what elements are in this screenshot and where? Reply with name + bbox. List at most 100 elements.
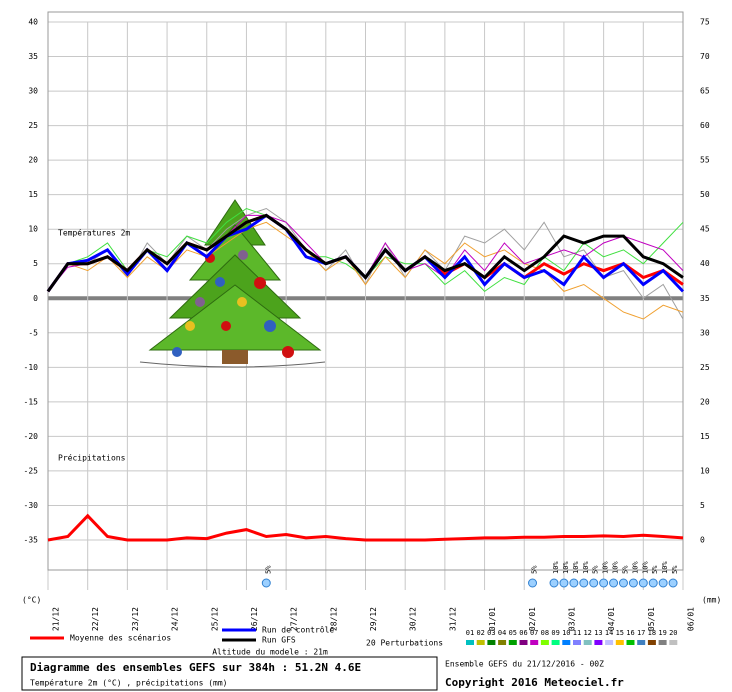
snow-icon: [599, 578, 609, 588]
x-tick-label: 30/12: [409, 607, 418, 631]
x-tick-label: 21/12: [52, 607, 61, 631]
snow-percent: 5%: [621, 565, 629, 574]
perturbation-number: 12: [583, 629, 591, 637]
perturbation-number: 18: [648, 629, 656, 637]
perturbation-number: 03: [487, 629, 495, 637]
perturbation-number: 14: [605, 629, 613, 637]
perturbation-number: 05: [509, 629, 517, 637]
snow-icon: [618, 578, 628, 588]
y2-tick-label: 40: [700, 259, 710, 268]
snow-percent: 10%: [631, 561, 639, 574]
perturbation-swatch: [519, 640, 528, 645]
x-tick-label: 29/12: [369, 607, 378, 631]
perturbation-swatch: [647, 640, 656, 645]
perturbation-number: 08: [541, 629, 549, 637]
snow-percent: 10%: [562, 561, 570, 574]
perturbation-line: [47, 221, 684, 320]
perturbation-swatch: [530, 640, 539, 645]
perturbation-number: 13: [594, 629, 602, 637]
x-tick-label: 04/01: [607, 607, 616, 631]
plot: 5% 5% 10% 10% 10% 10% 5% 10% 10% 5% 10% 10% 5% 10% 5%: [46, 207, 685, 588]
perturbation-swatch: [594, 640, 603, 645]
perturbation-number: 07: [530, 629, 538, 637]
x-tick-label: 03/01: [567, 607, 576, 631]
y-tick-label: -25: [24, 466, 39, 475]
y-tick-label: -30: [24, 501, 39, 510]
y-tick-label: 20: [28, 156, 38, 165]
precipitation-label: Précipitations: [58, 453, 126, 463]
y-tick-label: -10: [24, 363, 39, 372]
y-tick-label: 15: [28, 190, 38, 199]
y-tick-label: 35: [28, 52, 38, 61]
perturbation-number: 15: [616, 629, 624, 637]
y2-tick-label: 30: [700, 328, 710, 337]
snow-percent: 10%: [661, 561, 669, 574]
perturbation-swatch: [615, 640, 624, 645]
snow-percent: 10%: [641, 561, 649, 574]
perturbation-swatch: [669, 640, 678, 645]
perturbation-number: 01: [466, 629, 474, 637]
run-info: Ensemble GEFS du 21/12/2016 - 00Z: [445, 660, 604, 669]
snow-percent: 10%: [572, 561, 580, 574]
y-tick-label: -20: [24, 432, 39, 441]
snow-icon: [261, 578, 271, 588]
perturbation-number: 06: [519, 629, 527, 637]
y2-tick-label: 65: [700, 87, 710, 96]
y-unit: (°C): [22, 596, 41, 605]
perturbation-swatch: [466, 640, 474, 645]
perturbation-number: 16: [626, 629, 634, 637]
perturbation-swatch: [508, 640, 517, 645]
x-tick-label: 25/12: [210, 607, 219, 631]
main-series-line: [46, 213, 684, 293]
perturbation-swatch: [476, 640, 485, 645]
y2-tick-label: 75: [700, 18, 710, 27]
y-tick-label: 10: [28, 225, 38, 234]
y-tick-label: -5: [28, 328, 38, 337]
legend-label: Moyenne des scénarios: [70, 633, 171, 643]
temperature-label: Températures 2m: [58, 228, 130, 238]
y-tick-label: 40: [28, 18, 38, 27]
perturbation-number: 10: [562, 629, 570, 637]
y2-tick-label: 15: [700, 432, 710, 441]
y2-tick-label: 10: [700, 466, 710, 475]
perturbation-number: 04: [498, 629, 506, 637]
altitude: Altitude du modele : 21m: [212, 648, 328, 657]
x-tick-label: 06/01: [687, 607, 696, 631]
perturbation-number: 02: [476, 629, 484, 637]
y-tick-label: 30: [28, 87, 38, 96]
perturbation-number: 17: [637, 629, 645, 637]
y-tick-label: 5: [33, 259, 38, 268]
snow-icon: [628, 578, 638, 588]
perturbation-number: 20: [669, 629, 677, 637]
snow-percent: 10%: [552, 561, 560, 574]
snow-icon: [559, 578, 569, 588]
perturbation-number: 19: [658, 629, 666, 637]
perturbation-swatch: [637, 640, 646, 645]
perturbation-number: 11: [573, 629, 581, 637]
y2-tick-label: 70: [700, 52, 710, 61]
snow-icon: [668, 578, 678, 588]
perturbation-swatch: [626, 640, 635, 645]
perturbation-swatch: [605, 640, 614, 645]
footer-subtitle: Température 2m (°C) , précipitations (mm…: [30, 678, 227, 688]
perturbation-swatch: [487, 640, 496, 645]
y2-tick-label: 25: [700, 363, 710, 372]
snow-percent: 5%: [264, 565, 272, 574]
perturbation-swatch: [583, 640, 592, 645]
y2-tick-label: 55: [700, 156, 710, 165]
snow-percent: 10%: [582, 561, 590, 574]
perturbation-swatch: [498, 640, 507, 645]
snow-percent: 10%: [602, 561, 610, 574]
x-tick-label: 05/01: [647, 607, 656, 631]
y-tick-label: -35: [24, 536, 39, 545]
x-tick-label: 28/12: [329, 607, 338, 631]
y2-tick-label: 50: [700, 190, 710, 199]
snow-icon: [549, 578, 559, 588]
copyright: Copyright 2016 Meteociel.fr: [445, 676, 624, 689]
x-tick-label: 01/01: [488, 607, 497, 631]
snow-percent: 5%: [531, 565, 539, 574]
christmas-tree: [139, 199, 326, 368]
y2-tick-label: 60: [700, 121, 710, 130]
snow-icon: [589, 578, 599, 588]
